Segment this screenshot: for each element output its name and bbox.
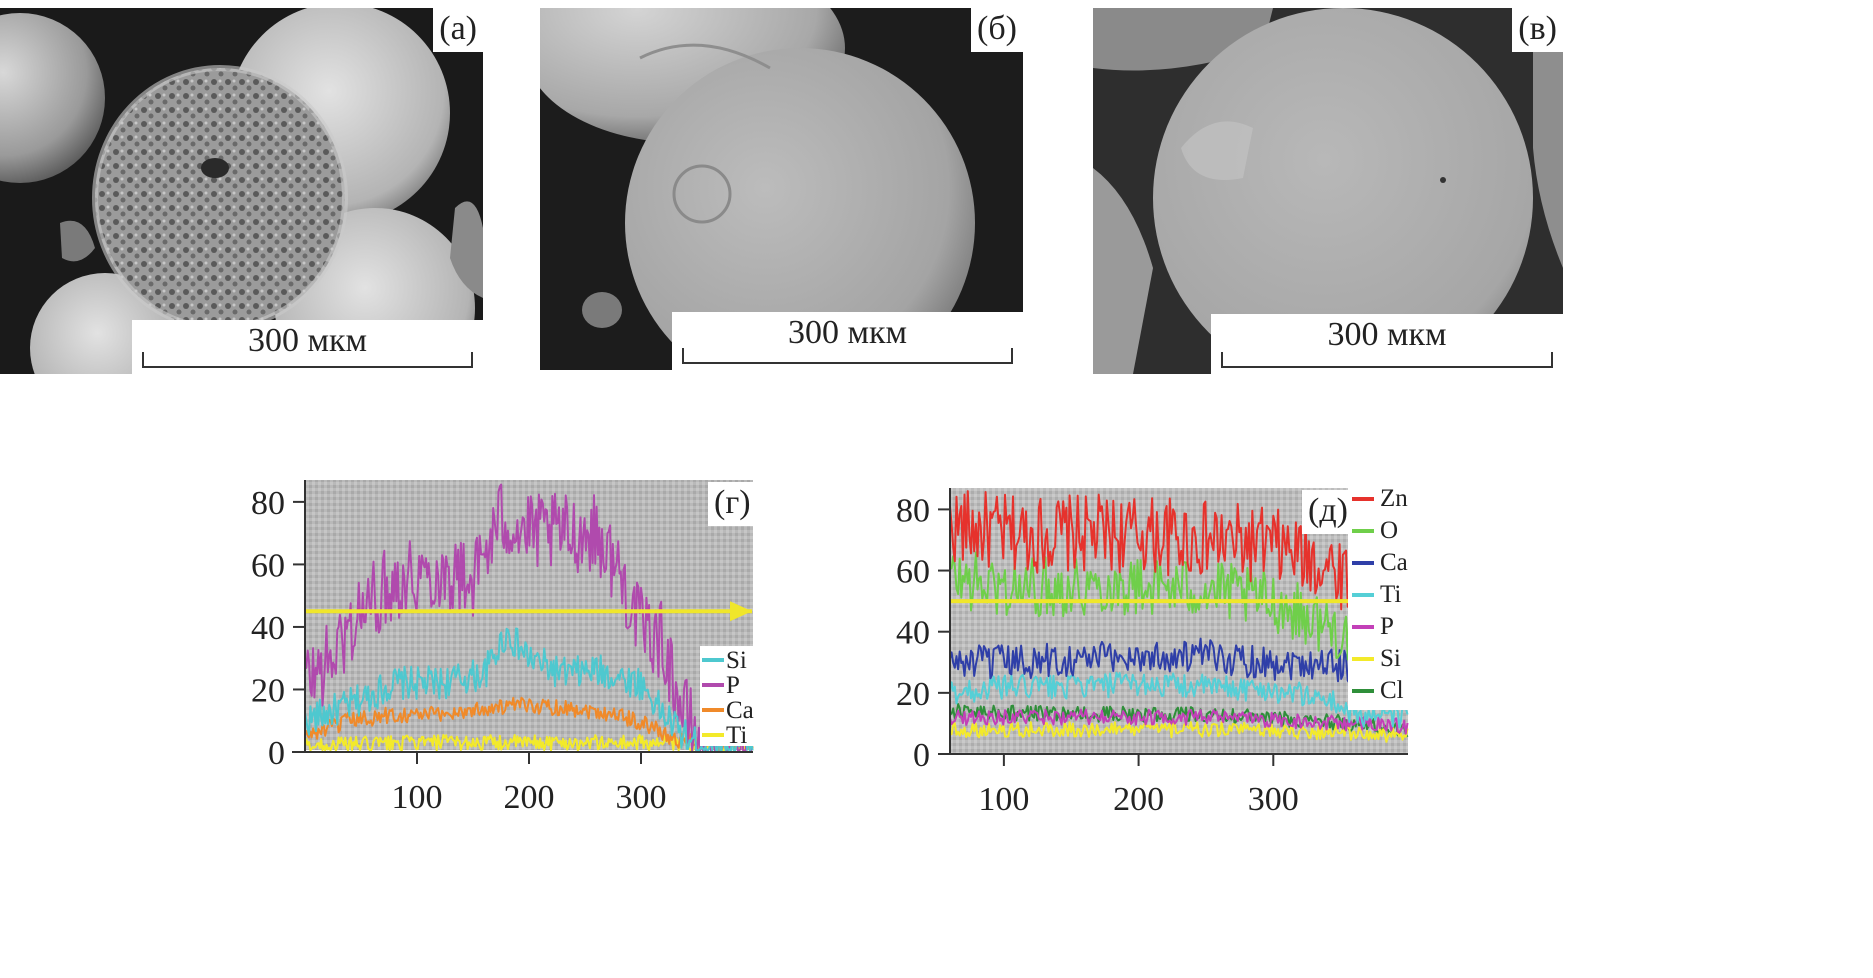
scale-bar-line-b	[682, 348, 1013, 364]
panel-label-b: (б)	[971, 8, 1023, 52]
chart-d-series-o	[949, 551, 1356, 661]
chart-g-legend-p: P	[726, 672, 740, 699]
chart-d-legend-swatch-ti	[1352, 593, 1374, 597]
chart-g-plot: 0 20 40 60 80 100 200 300	[251, 480, 754, 816]
scale-bar-a: 300 мкм	[132, 320, 483, 374]
chart-d-y-tick-label: 60	[896, 554, 930, 591]
chart-d-legend-swatch-p	[1352, 625, 1374, 629]
panel-label-d: (д)	[1302, 490, 1354, 534]
chart-d-legend-swatch-zn	[1352, 497, 1374, 501]
chart-g-legend-swatch-ca	[702, 708, 724, 712]
chart-g-x-tick-label: 100	[392, 779, 443, 816]
chart-d-legend-si: Si	[1380, 645, 1401, 672]
chart-d-plot: 0 20 40 60 80 100 200 300	[896, 488, 1409, 818]
chart-d-x-tick-label: 300	[1248, 781, 1299, 818]
chart-g-series-p	[304, 483, 754, 752]
chart-d-y-tick-label: 40	[896, 615, 930, 652]
chart-g-y-tick-label: 0	[268, 735, 285, 772]
chart-d-legend-cl: Cl	[1380, 677, 1404, 704]
chart-g-y-tick-label: 80	[251, 485, 285, 522]
panel-label-v: (в)	[1512, 8, 1563, 52]
chart-d-y-tick-label: 80	[896, 492, 930, 529]
sem-image-v: (в) 300 мкм	[1093, 8, 1563, 374]
chart-d-series-p	[949, 708, 1409, 735]
chart-g-y-tick-label: 60	[251, 547, 285, 584]
chart-g-x-tick-label: 200	[504, 779, 555, 816]
chart-d-legend-p: P	[1380, 613, 1394, 640]
chart-d-series-ca	[949, 637, 1356, 684]
chart-g-legend-si: Si	[726, 647, 747, 674]
chart-d-series-cl	[949, 703, 1409, 738]
chart-d-legend-swatch-ca	[1352, 561, 1374, 565]
chart-d-legend-o: O	[1380, 517, 1399, 544]
chart-g-legend-ca: Ca	[726, 697, 754, 724]
chart-d-legend-zn: Zn	[1380, 485, 1408, 512]
chart-g-series-si	[304, 627, 754, 752]
chart-d-legend-ti: Ti	[1380, 581, 1402, 608]
panel-label-a: (а)	[433, 8, 483, 52]
chart-g-y-tick-label: 20	[251, 672, 285, 709]
chart-d-series-si	[949, 721, 1409, 743]
chart-g-y-tick-label: 40	[251, 610, 285, 647]
chart-g-legend: Si P Ca Ti	[700, 646, 762, 749]
sem-particles-v	[1093, 8, 1563, 374]
chart-g-scan-arrow	[730, 601, 752, 622]
scale-bar-text-v: 300 мкм	[1327, 316, 1447, 353]
chart-d-series-zn	[949, 490, 1356, 616]
chart-d-y-tick-label: 0	[913, 737, 930, 774]
scale-bar-b: 300 мкм	[672, 312, 1023, 370]
chart-d-series-ti	[949, 671, 1409, 729]
chart-g: 0 20 40 60 80 100 200 300 (г) Si P Ca Ti	[0, 440, 800, 860]
scale-bar-line-v	[1221, 352, 1553, 368]
chart-d-legend-swatch-o	[1352, 529, 1374, 533]
chart-d-y-tick-label: 20	[896, 676, 930, 713]
sem-particles-b	[540, 8, 975, 370]
chart-g-x-tick-label: 300	[616, 779, 667, 816]
sem-image-b: (б) 300 мкм	[540, 8, 1023, 370]
chart-g-legend-ti: Ti	[726, 722, 748, 749]
panel-label-g: (г)	[708, 482, 757, 526]
scale-bar-line-a	[142, 352, 473, 368]
chart-d-legend: Zn O Ca Ti P Si Cl	[1348, 480, 1428, 710]
chart-d-legend-swatch-cl	[1352, 689, 1374, 693]
chart-d-x-tick-label: 100	[978, 781, 1029, 818]
chart-g-legend-swatch-p	[702, 683, 724, 687]
chart-g-legend-swatch-si	[702, 658, 724, 662]
chart-d-x-tick-label: 200	[1113, 781, 1164, 818]
chart-d: 0 20 40 60 80 100 200 300 (д) Zn O Ca Ti P Si C…	[860, 440, 1873, 860]
chart-d-legend-swatch-si	[1352, 657, 1374, 661]
chart-g-legend-swatch-ti	[702, 733, 724, 737]
chart-d-legend-ca: Ca	[1380, 549, 1408, 576]
scale-bar-v: 300 мкм	[1211, 314, 1563, 374]
scale-bar-text-a: 300 мкм	[247, 322, 368, 359]
scale-bar-text-b: 300 мкм	[787, 314, 908, 351]
sem-image-a: (а) 300 мкм	[0, 8, 483, 374]
chart-g-series-ca	[304, 696, 754, 752]
